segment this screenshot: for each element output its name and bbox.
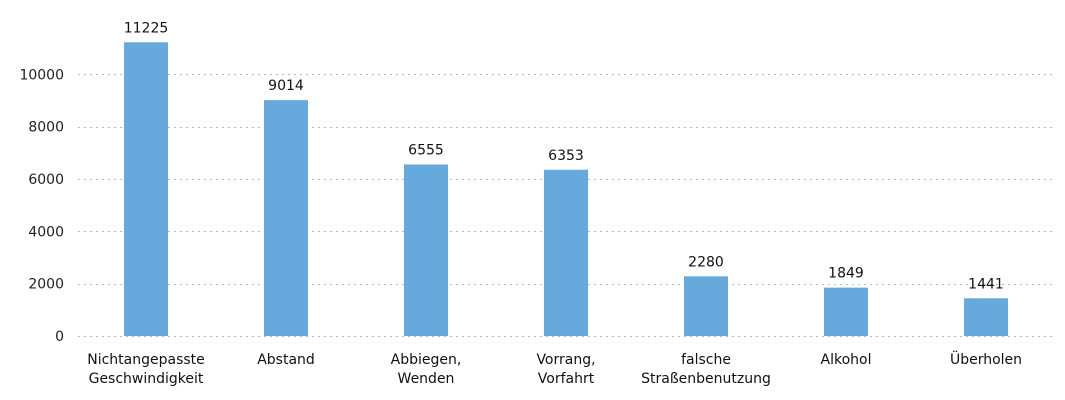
- x-tick-label-line: Vorfahrt: [538, 371, 595, 387]
- bar: [124, 42, 168, 336]
- x-tick-label-line: Überholen: [950, 350, 1022, 368]
- bar: [544, 169, 588, 336]
- y-axis-ticks: 0 2000 4000 6000 8000 10000: [19, 67, 64, 345]
- y-tick-label: 6000: [28, 172, 64, 188]
- bar: [264, 100, 308, 336]
- x-tick-label-line: Nichtangepasste: [87, 352, 205, 368]
- grid-lines: [78, 74, 1055, 337]
- x-tick-label-line: Alkohol: [821, 352, 872, 368]
- y-tick-label: 2000: [28, 277, 64, 293]
- data-label: 6555: [408, 142, 444, 158]
- x-tick-label: Überholen: [950, 350, 1022, 368]
- x-tick-label: Abbiegen, Wenden: [391, 352, 462, 387]
- x-tick-label-line: Geschwindigkeit: [89, 371, 204, 387]
- x-tick-label: falsche Straßenbenutzung: [641, 352, 771, 387]
- data-label: 1849: [828, 266, 864, 282]
- x-tick-label: Nichtangepasste Geschwindigkeit: [87, 352, 205, 387]
- bar: [684, 276, 728, 336]
- x-axis-labels: Nichtangepasste Geschwindigkeit Abstand Abb…: [87, 350, 1022, 387]
- data-label: 1441: [968, 276, 1004, 292]
- data-label: 9014: [268, 78, 304, 94]
- x-tick-label: Alkohol: [821, 352, 872, 368]
- y-tick-label: 8000: [28, 120, 64, 136]
- x-tick-label-line: Wenden: [398, 371, 455, 387]
- x-tick-label-line: Abstand: [257, 352, 315, 368]
- bar: [404, 164, 448, 336]
- bar: [964, 298, 1008, 336]
- x-tick-label-line: Straßenbenutzung: [641, 371, 771, 387]
- data-label: 6353: [548, 148, 584, 164]
- y-tick-label: 10000: [19, 67, 64, 83]
- data-label: 11225: [124, 20, 169, 36]
- data-label: 2280: [688, 254, 724, 270]
- y-tick-label: 0: [55, 329, 64, 345]
- bar: [824, 287, 868, 336]
- x-tick-label-line: Vorrang,: [536, 352, 595, 368]
- x-tick-label-line: Abbiegen,: [391, 352, 462, 368]
- x-tick-label-line: falsche: [681, 352, 731, 368]
- x-tick-label: Vorrang, Vorfahrt: [536, 352, 595, 387]
- bars: [124, 42, 1008, 336]
- y-tick-label: 4000: [28, 224, 64, 240]
- value-labels: 11225 9014 6555 6353 2280 1849 1441: [124, 20, 1004, 292]
- x-tick-label: Abstand: [257, 352, 315, 368]
